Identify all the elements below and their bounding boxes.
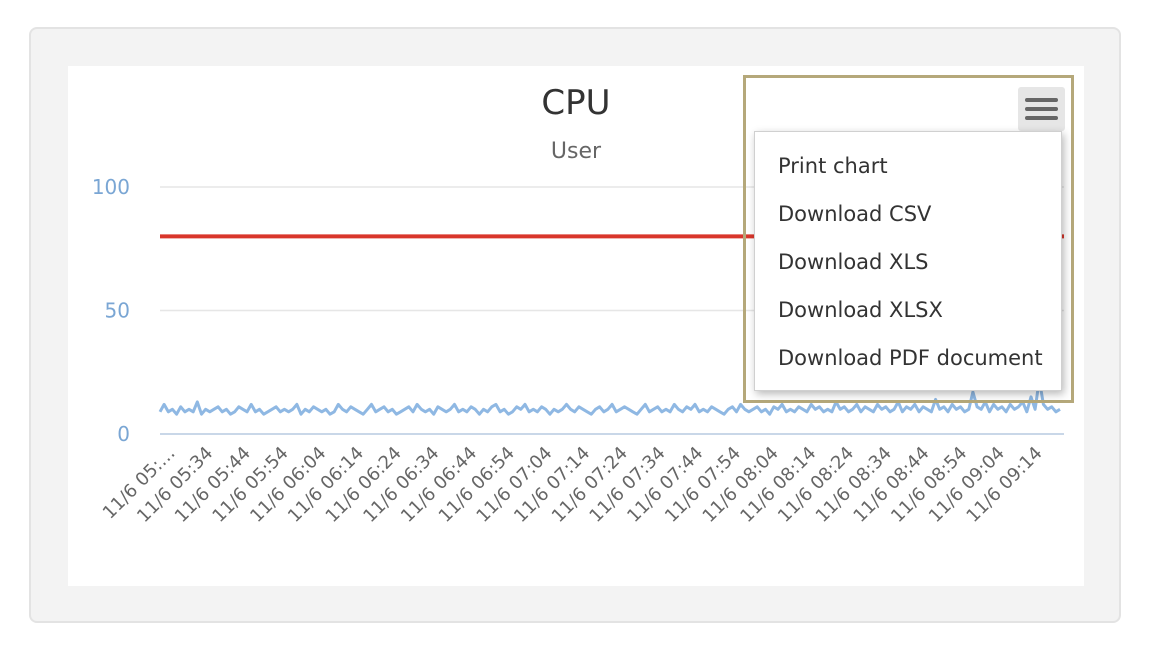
cpu-user-series-line bbox=[158, 378, 1061, 416]
y-tick-label: 100 bbox=[92, 175, 130, 199]
menu-item-download-csv[interactable]: Download CSV bbox=[778, 202, 932, 226]
y-tick-label: 0 bbox=[117, 422, 130, 446]
y-tick-label: 50 bbox=[105, 299, 130, 323]
menu-item-print-chart[interactable]: Print chart bbox=[778, 154, 888, 178]
chart-title: CPU bbox=[541, 83, 610, 123]
menu-item-download-pdf[interactable]: Download PDF document bbox=[778, 346, 1043, 370]
hamburger-menu-icon bbox=[1025, 98, 1058, 120]
menu-item-download-xlsx[interactable]: Download XLSX bbox=[778, 298, 943, 322]
chart-context-menu-button[interactable] bbox=[1018, 87, 1065, 131]
chart-subtitle: User bbox=[551, 139, 602, 164]
chart-export-menu: Print chart Download CSV Download XLS Do… bbox=[754, 131, 1062, 391]
menu-item-download-xls[interactable]: Download XLS bbox=[778, 250, 929, 274]
